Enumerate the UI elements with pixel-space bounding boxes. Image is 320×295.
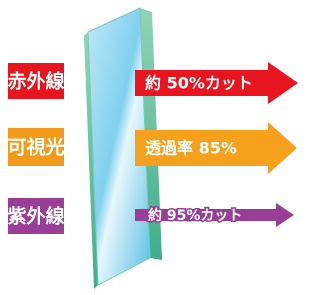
ray-label: 紫外線 [7,205,64,228]
ray-label: 可視光 [7,136,64,159]
arrow-text: 約 95%カット [148,207,242,224]
arrow-text: 約 50%カット [145,74,253,93]
arrow-text: 透過率 85% [145,139,237,158]
diagram: 赤外線 可視光 紫外線 約 50%カット 透過率 85% 約 95%カット [0,0,299,295]
ray-label: 赤外線 [7,70,64,93]
